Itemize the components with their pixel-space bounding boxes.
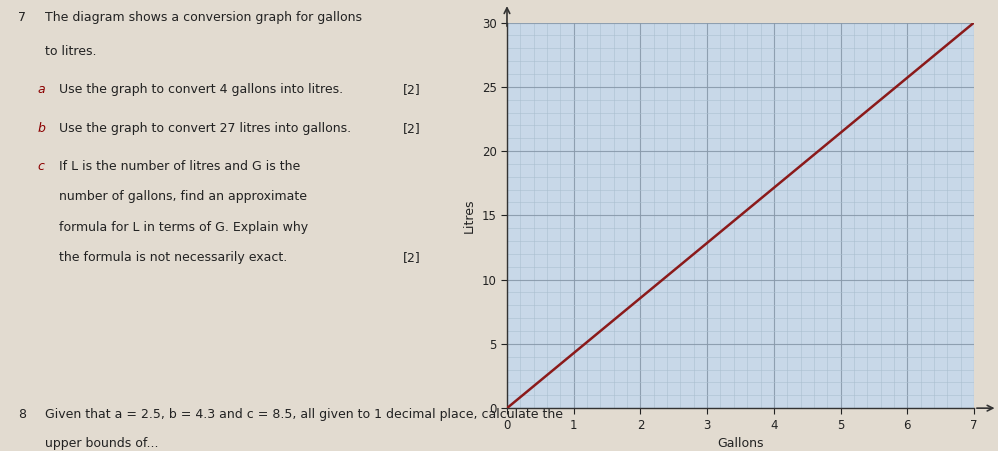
Text: The diagram shows a conversion graph for gallons: The diagram shows a conversion graph for…: [45, 11, 362, 24]
Y-axis label: Litres: Litres: [463, 198, 476, 233]
Text: c: c: [38, 160, 45, 173]
Text: Use the graph to convert 4 gallons into litres.: Use the graph to convert 4 gallons into …: [60, 83, 343, 97]
Text: a: a: [38, 83, 46, 97]
Text: b: b: [38, 122, 46, 135]
Text: [2]: [2]: [403, 251, 421, 264]
Text: formula for L in terms of G. Explain why: formula for L in terms of G. Explain why: [60, 221, 308, 234]
Text: [2]: [2]: [403, 122, 421, 135]
Text: 8: 8: [18, 408, 26, 421]
Text: to litres.: to litres.: [45, 45, 97, 58]
Text: Use the graph to convert 27 litres into gallons.: Use the graph to convert 27 litres into …: [60, 122, 351, 135]
Text: 7: 7: [18, 11, 26, 24]
Text: upper bounds of...: upper bounds of...: [45, 437, 159, 451]
X-axis label: Gallons: Gallons: [718, 437, 763, 450]
Text: If L is the number of litres and G is the: If L is the number of litres and G is th…: [60, 160, 300, 173]
Text: number of gallons, find an approximate: number of gallons, find an approximate: [60, 190, 307, 203]
Text: [2]: [2]: [403, 83, 421, 97]
Text: Given that a = 2.5, b = 4.3 and c = 8.5, all given to 1 decimal place, calculate: Given that a = 2.5, b = 4.3 and c = 8.5,…: [45, 408, 563, 421]
Text: the formula is not necessarily exact.: the formula is not necessarily exact.: [60, 251, 287, 264]
